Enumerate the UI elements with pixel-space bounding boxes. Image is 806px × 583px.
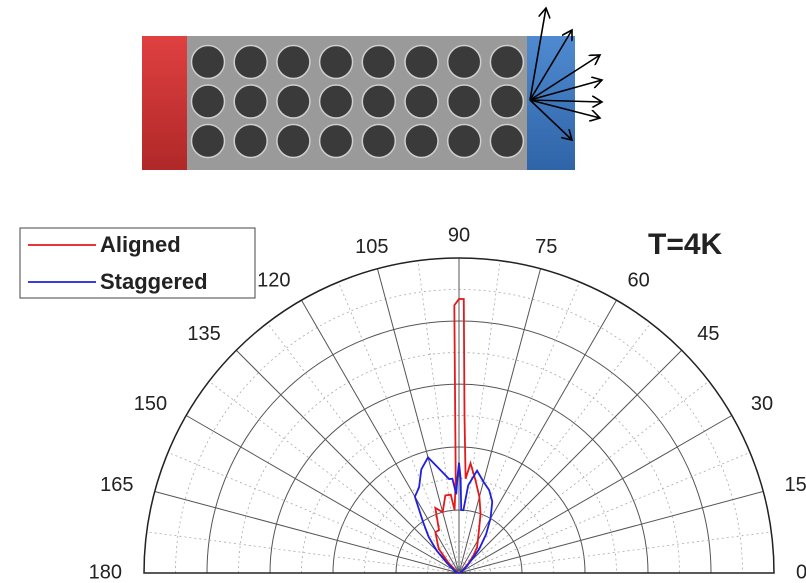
hole	[318, 123, 354, 159]
device-schematic	[142, 8, 602, 170]
angular-grid-line	[376, 268, 460, 574]
angular-grid-line	[235, 349, 460, 574]
hole	[190, 84, 226, 119]
hole	[489, 44, 525, 80]
hole	[318, 44, 354, 80]
hole	[489, 84, 525, 119]
blue-contact	[527, 36, 575, 170]
hole	[361, 123, 397, 159]
angular-grid-line	[458, 490, 764, 574]
angular-grid-line	[458, 415, 733, 574]
angular-grid-line	[185, 415, 460, 574]
angular-grid-line	[458, 299, 617, 574]
hole	[318, 84, 354, 119]
hole	[446, 84, 482, 119]
angular-grid-line	[154, 490, 460, 574]
holes	[190, 44, 525, 159]
hole	[233, 123, 268, 159]
angle-tick-label: 15	[785, 474, 806, 496]
angle-tick-label: 135	[187, 323, 220, 345]
angular-minor-grid-line	[458, 281, 580, 574]
angle-tick-label: 150	[134, 393, 167, 415]
radial-minor-grid-circle	[427, 541, 491, 574]
hole	[489, 123, 525, 159]
legend-box	[19, 227, 256, 299]
hole	[404, 44, 439, 80]
angular-minor-grid-line	[458, 531, 772, 574]
angle-tick-label: 165	[100, 474, 133, 496]
red-contact	[142, 36, 188, 170]
hole	[361, 84, 397, 119]
hole	[233, 44, 268, 80]
angle-tick-label: 120	[257, 269, 290, 291]
angle-tick-label: 105	[355, 236, 388, 258]
annotation: T=4K	[648, 228, 723, 261]
hole	[190, 123, 226, 159]
hole	[404, 84, 439, 119]
legend-label: Staggered	[100, 269, 208, 294]
angle-tick-label: 60	[628, 269, 650, 291]
angle-tick-label: 180	[89, 561, 122, 583]
hole	[446, 123, 482, 159]
hole	[276, 123, 311, 159]
hole	[361, 44, 397, 80]
hole	[276, 84, 311, 119]
legend: Aligned Staggered	[19, 227, 256, 299]
angle-tick-label: 0	[796, 561, 806, 583]
polar-plot: 0 15 30 45 60 75 90 105 120 135 150 165 180	[89, 224, 806, 583]
hole	[233, 84, 268, 119]
hole	[404, 123, 439, 159]
series-line	[434, 298, 482, 574]
series-line	[413, 455, 494, 574]
angular-minor-grid-line	[458, 452, 751, 574]
angle-tick-label: 30	[751, 393, 773, 415]
angle-tick-label: 75	[535, 236, 557, 258]
angular-grid-line	[458, 268, 542, 574]
legend-label: Aligned	[100, 232, 181, 257]
angular-grid-line	[458, 349, 683, 574]
radial-minor-grid-circle	[301, 415, 617, 574]
angular-grid-line	[301, 299, 460, 574]
angle-tick-label: 45	[697, 323, 719, 345]
hole	[190, 44, 226, 80]
hole	[446, 44, 482, 80]
emission-arrows	[529, 8, 602, 140]
plot-outline	[143, 257, 775, 574]
angle-tick-label: 90	[448, 224, 470, 246]
hole	[276, 44, 311, 80]
